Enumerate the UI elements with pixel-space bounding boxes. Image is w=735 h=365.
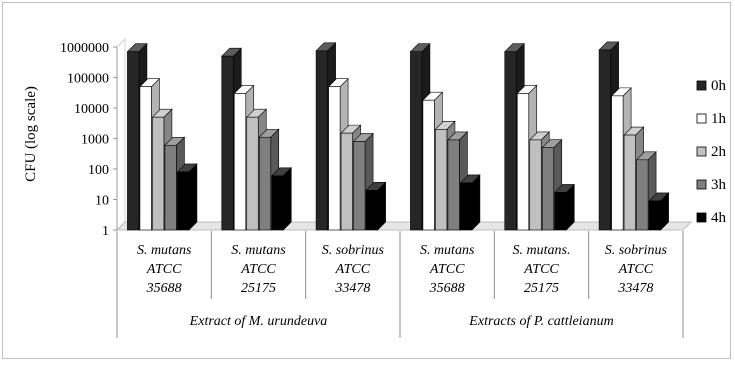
y-tick-label: 1 xyxy=(102,224,109,239)
bar-front-face xyxy=(164,144,177,231)
y-tick-label: 1000000 xyxy=(60,41,109,56)
group-label: Extracts of P. cattleianum xyxy=(468,314,613,329)
legend-swatch xyxy=(696,146,707,157)
legend-swatch xyxy=(696,179,707,190)
bar-front-face xyxy=(271,175,284,231)
bar-front-face xyxy=(623,134,636,231)
bar-front-face xyxy=(340,132,353,231)
bar-front-face xyxy=(328,86,341,231)
bar-front-face xyxy=(353,141,366,231)
chart-svg: 1 10 100 1000 10000 100000 1000000 S. mutans AT… xyxy=(23,37,727,338)
legend: 0h 1h 2h 3h 4h xyxy=(696,78,727,226)
bar-front-face xyxy=(541,147,555,231)
bar-front-face xyxy=(422,99,435,231)
bar-front-face xyxy=(636,159,649,231)
bar-front-face xyxy=(221,55,234,231)
bar-side-face xyxy=(282,167,292,231)
bar-front-face xyxy=(233,93,247,231)
category-label: ATCC xyxy=(429,262,465,277)
bar-front-face xyxy=(315,50,328,231)
legend-label: 2h xyxy=(711,144,727,160)
category-label: 35688 xyxy=(146,281,182,296)
bar-front-face xyxy=(648,200,661,231)
y-tick-label: 10 xyxy=(95,194,109,209)
bar-front-face xyxy=(127,51,140,231)
legend-swatch xyxy=(696,80,707,91)
category-label: 33478 xyxy=(617,281,653,296)
bar-front-face xyxy=(516,93,530,231)
bar-front-face xyxy=(410,51,423,231)
category-label: 25175 xyxy=(524,281,559,296)
legend-label: 0h xyxy=(711,78,727,94)
bar xyxy=(459,174,481,231)
category-label: ATCC xyxy=(523,262,559,277)
category-label: S. mutans. xyxy=(513,243,571,258)
bar-front-face xyxy=(365,190,378,231)
bar xyxy=(271,167,292,231)
y-tick-label: 100 xyxy=(88,163,109,178)
category-label: S. sobrinus xyxy=(322,243,385,258)
side-wall xyxy=(116,37,126,232)
bar xyxy=(648,192,670,231)
y-tick-label: 1000 xyxy=(81,133,109,148)
category-label: ATCC xyxy=(335,262,371,277)
bar-front-face xyxy=(504,51,517,231)
bar-front-face xyxy=(177,171,190,231)
category-label: S. mutans xyxy=(231,243,286,258)
y-tick-label: 10000 xyxy=(74,102,109,117)
bar-side-face xyxy=(188,163,198,231)
bar-front-face xyxy=(139,86,152,231)
category-label: ATCC xyxy=(146,262,182,277)
category-label: 35688 xyxy=(429,281,465,296)
bar-side-face xyxy=(471,174,481,231)
category-label: ATCC xyxy=(240,262,276,277)
legend-label: 1h xyxy=(711,111,727,127)
category-label: S. sobrinus xyxy=(605,243,668,258)
bar-front-face xyxy=(529,139,542,231)
bar-front-face xyxy=(460,182,473,231)
bar-front-face xyxy=(258,136,272,231)
bar-layer xyxy=(126,41,670,231)
legend-label: 3h xyxy=(711,177,727,193)
bar-front-face xyxy=(447,139,460,231)
bar-front-face xyxy=(554,192,567,231)
bar-front-face xyxy=(611,95,624,231)
group-label: Extract of M. urundeuva xyxy=(189,314,328,329)
chart-frame: 1 10 100 1000 10000 100000 1000000 S. mutans AT… xyxy=(2,2,731,359)
bar xyxy=(365,181,387,231)
legend-swatch xyxy=(696,113,707,124)
bar-front-face xyxy=(435,129,448,231)
category-label: ATCC xyxy=(618,262,654,277)
label-layer: S. mutans ATCC 35688 S. mutans ATCC 25175 S. s… xyxy=(116,231,684,338)
legend-label: 4h xyxy=(711,210,727,226)
category-label: S. mutans xyxy=(420,243,475,258)
y-axis-title: CFU (log scale) xyxy=(23,86,39,182)
bar xyxy=(176,163,198,231)
bar-front-face xyxy=(152,116,165,231)
category-label: S. mutans xyxy=(137,243,192,258)
y-tick-label: 100000 xyxy=(67,72,109,87)
legend-swatch xyxy=(696,212,707,223)
category-label: 25175 xyxy=(241,281,276,296)
bar-front-face xyxy=(246,116,259,231)
bar xyxy=(554,183,575,231)
bar-front-face xyxy=(598,49,611,231)
category-label: 33478 xyxy=(334,281,370,296)
